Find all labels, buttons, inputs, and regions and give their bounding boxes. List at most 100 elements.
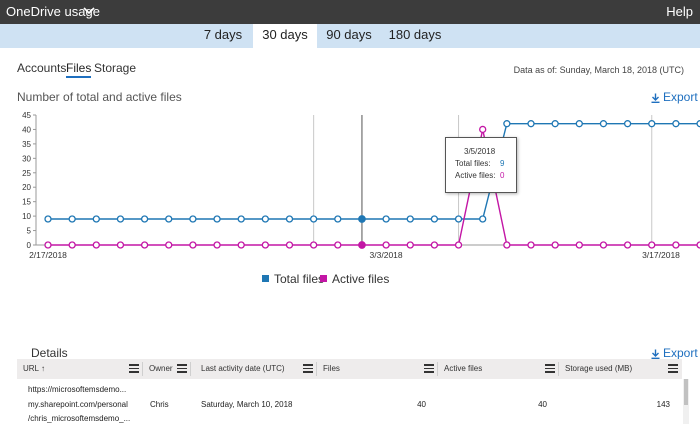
active-files-point bbox=[116, 241, 125, 249]
x-tick-label: 3/3/2018 bbox=[370, 250, 403, 260]
tab-accounts[interactable]: Accounts bbox=[17, 61, 67, 75]
chart-title: Number of total and active files bbox=[17, 90, 182, 104]
total-files-point bbox=[599, 120, 608, 128]
chart-export-label: Export bbox=[663, 90, 698, 104]
total-files-point bbox=[406, 215, 414, 223]
column-menu-icon[interactable] bbox=[177, 364, 187, 373]
active-files-point bbox=[599, 241, 608, 249]
chevron-down-icon[interactable] bbox=[83, 6, 95, 16]
total-files-point bbox=[44, 215, 52, 223]
total-files-point bbox=[140, 215, 149, 223]
total-files-point bbox=[623, 120, 632, 128]
column-last-activity-label: Last activity date (UTC) bbox=[201, 364, 285, 373]
column-menu-icon[interactable] bbox=[545, 364, 555, 373]
legend-active-files[interactable]: Active files bbox=[320, 272, 389, 286]
total-files-point bbox=[116, 215, 125, 223]
active-files-point bbox=[92, 241, 100, 249]
period-tabs: 7 days 30 days 90 days 180 days bbox=[0, 24, 700, 48]
column-header-active-files[interactable]: Active files bbox=[438, 359, 559, 379]
download-icon bbox=[651, 349, 660, 360]
active-files-point bbox=[44, 241, 52, 249]
column-header-owner[interactable]: Owner bbox=[143, 359, 191, 379]
column-header-files[interactable]: Files bbox=[317, 359, 438, 379]
active-files-point bbox=[551, 241, 559, 249]
table-header: URL ↑ Owner Last activity date (UTC) Fil… bbox=[17, 359, 682, 379]
help-link[interactable]: Help bbox=[666, 4, 693, 19]
column-owner-label: Owner bbox=[149, 364, 173, 373]
table-row[interactable]: https://microsoftemsdemo... my.sharepoin… bbox=[17, 379, 682, 424]
cell-url-line-2[interactable]: my.sharepoint.com/personal bbox=[28, 400, 128, 409]
total-files-point bbox=[92, 215, 100, 223]
total-files-point bbox=[165, 215, 173, 223]
total-files-point bbox=[527, 120, 535, 128]
tab-7-days[interactable]: 7 days bbox=[203, 27, 243, 42]
files-line-chart: 0 5 10 15 20 25 30 35 40 45 2/17/2018 3/3/2018 3/17/… bbox=[22, 111, 700, 260]
sort-ascending-icon[interactable]: ↑ bbox=[40, 364, 45, 373]
active-files-point bbox=[696, 241, 700, 249]
y-tick-label: 35 bbox=[22, 140, 31, 149]
active-files-point bbox=[261, 241, 270, 249]
total-files-point bbox=[551, 120, 559, 128]
active-files-point bbox=[454, 241, 463, 249]
active-files-point bbox=[309, 241, 318, 249]
details-export-label: Export bbox=[663, 346, 698, 360]
tab-180-days[interactable]: 180 days bbox=[388, 27, 442, 42]
y-tick-label: 45 bbox=[22, 111, 31, 120]
total-files-point bbox=[672, 120, 680, 128]
x-tick-label: 2/17/2018 bbox=[29, 250, 67, 260]
cell-url-line-3[interactable]: /chris_microsoftemsdemo_... bbox=[28, 414, 131, 423]
total-files-point bbox=[696, 120, 700, 128]
cell-last-activity: Saturday, March 10, 2018 bbox=[201, 400, 293, 409]
active-files-point bbox=[479, 125, 487, 134]
column-header-last-activity[interactable]: Last activity date (UTC) bbox=[195, 359, 317, 379]
legend-active-swatch bbox=[320, 275, 327, 282]
active-files-point bbox=[623, 241, 632, 249]
legend-total-label: Total files bbox=[274, 272, 325, 286]
active-files-point bbox=[575, 241, 583, 249]
cell-url-line-1[interactable]: https://microsoftemsdemo... bbox=[28, 385, 127, 394]
app-title: OneDrive usage bbox=[6, 4, 100, 19]
column-menu-icon[interactable] bbox=[129, 364, 139, 373]
column-files-label: Files bbox=[323, 364, 340, 373]
tab-files[interactable]: Files bbox=[66, 61, 92, 78]
active-files-line bbox=[48, 129, 700, 246]
tab-90-days[interactable]: 90 days bbox=[326, 27, 372, 42]
total-files-point bbox=[285, 215, 294, 223]
cell-owner: Chris bbox=[150, 400, 169, 409]
column-header-storage-used[interactable]: Storage used (MB) bbox=[559, 359, 682, 379]
tooltip-active-label: Active files: bbox=[455, 171, 496, 180]
tab-storage[interactable]: Storage bbox=[94, 61, 137, 75]
column-active-files-label: Active files bbox=[444, 364, 483, 373]
active-files-point bbox=[165, 241, 173, 249]
cell-storage-used: 143 bbox=[656, 400, 670, 409]
tooltip-total-value: 9 bbox=[500, 159, 505, 168]
total-files-point bbox=[648, 120, 656, 128]
y-tick-label: 0 bbox=[27, 241, 32, 250]
y-tick-label: 15 bbox=[22, 198, 31, 207]
details-export-button[interactable]: Export bbox=[651, 346, 698, 360]
chart-export-button[interactable]: Export bbox=[651, 90, 698, 104]
app-header: OneDrive usage Help bbox=[0, 0, 700, 24]
tooltip-total-label: Total files: bbox=[455, 159, 491, 168]
total-files-point bbox=[237, 215, 245, 223]
active-files-point bbox=[430, 241, 439, 249]
column-menu-icon[interactable] bbox=[303, 364, 313, 373]
tooltip-active-value: 0 bbox=[500, 171, 505, 180]
legend-total-files[interactable]: Total files bbox=[262, 272, 324, 286]
data-as-of: Data as of: Sunday, March 18, 2018 (UTC) bbox=[513, 65, 684, 75]
legend-total-swatch bbox=[262, 275, 269, 282]
y-tick-label: 10 bbox=[22, 212, 31, 221]
column-header-url[interactable]: URL ↑ bbox=[17, 359, 143, 379]
scrollbar-thumb[interactable] bbox=[684, 379, 688, 405]
active-files-point bbox=[503, 241, 511, 249]
active-files-point bbox=[140, 241, 149, 249]
total-files-point bbox=[213, 215, 221, 223]
table-scrollbar[interactable] bbox=[683, 379, 689, 424]
column-menu-icon[interactable] bbox=[668, 364, 678, 373]
active-files-point bbox=[237, 241, 245, 249]
tab-30-days[interactable]: 30 days bbox=[253, 24, 317, 48]
column-menu-icon[interactable] bbox=[424, 364, 434, 373]
column-url-label: URL bbox=[23, 364, 39, 373]
active-files-point bbox=[527, 241, 535, 249]
total-files-point bbox=[503, 120, 511, 128]
